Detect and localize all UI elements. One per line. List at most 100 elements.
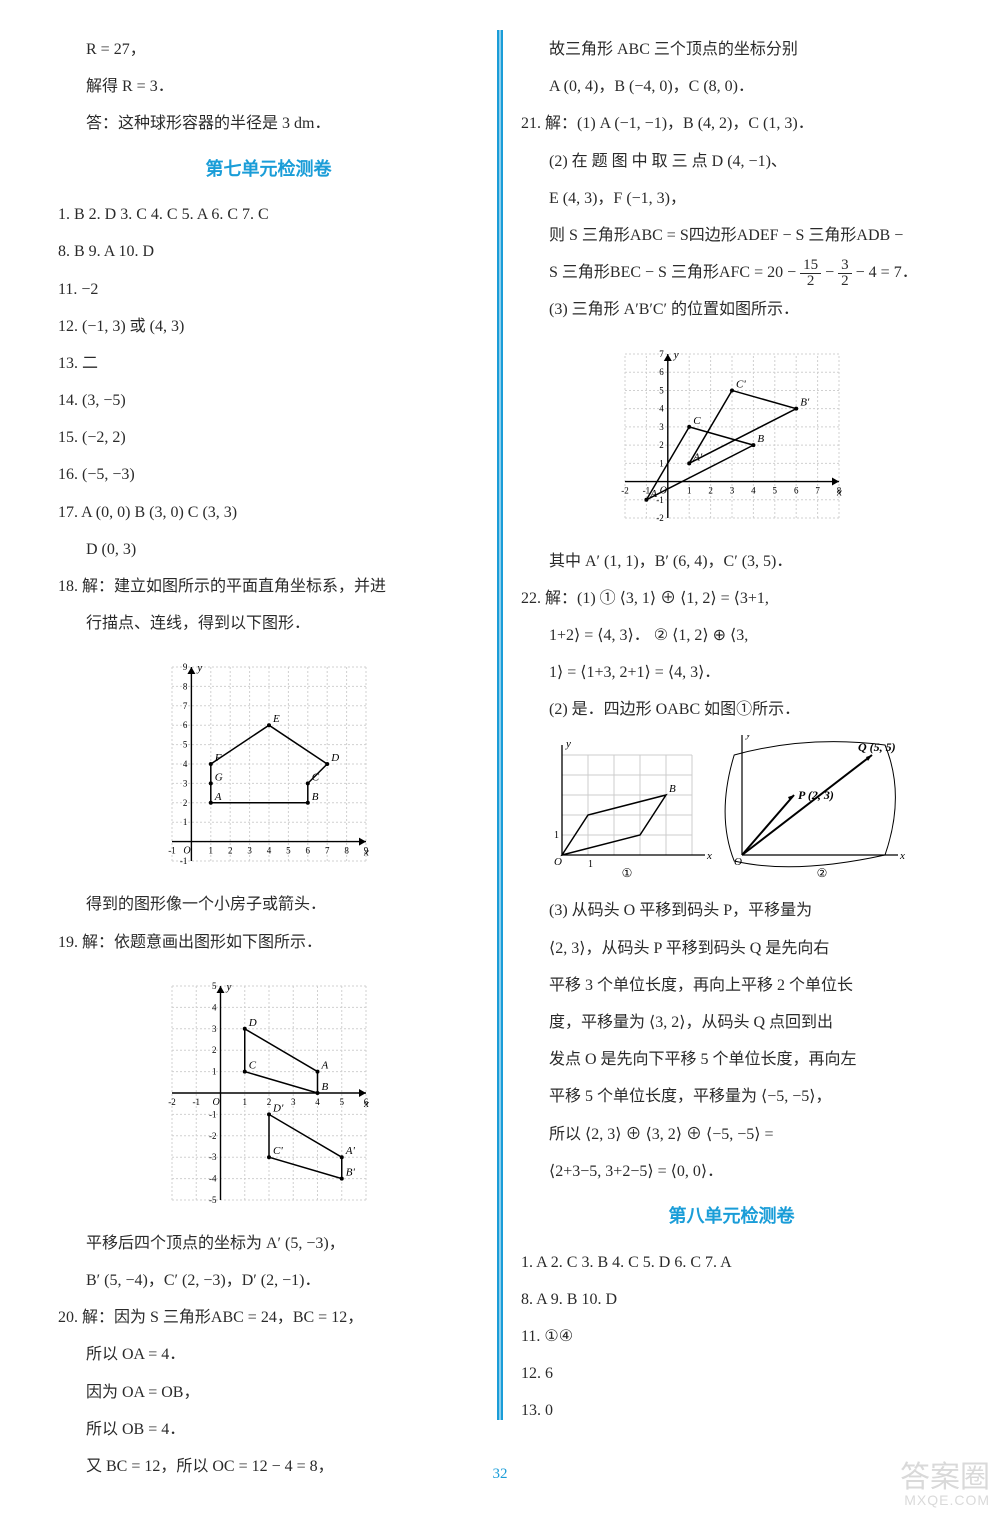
svg-text:2: 2: [182, 798, 187, 808]
q21c: E (4, 3)，F (−1, 3)，: [521, 181, 942, 216]
svg-text:5: 5: [182, 740, 187, 750]
q21d-pre: 则 S 三角形ABC = S四边形ADEF − S 三角形ADB −: [521, 218, 942, 253]
svg-text:1: 1: [686, 485, 691, 495]
svg-text:B: B: [321, 1081, 328, 1093]
q22e: (3) 从码头 O 平移到码头 P，平移量为: [521, 893, 942, 928]
svg-text:①: ①: [621, 866, 632, 880]
q14: 14. (3, −5): [58, 383, 479, 418]
q8-13: 13. 0: [521, 1393, 942, 1428]
svg-text:C': C': [736, 378, 746, 390]
svg-text:8: 8: [344, 846, 349, 856]
q21f: 其中 A′ (1, 1)，B′ (6, 4)，C′ (3, 5)．: [521, 544, 942, 579]
svg-text:3: 3: [182, 779, 187, 789]
q22i: 发点 O 是先向下平移 5 个单位长度，再向左: [521, 1042, 942, 1077]
svg-text:2: 2: [227, 846, 232, 856]
svg-text:A: A: [649, 487, 657, 499]
svg-text:6: 6: [305, 846, 310, 856]
q19b: 平移后四个顶点的坐标为 A′ (5, −3)，: [58, 1226, 479, 1261]
answer-row: 1. A 2. C 3. B 4. C 5. D 6. C 7. A: [521, 1245, 942, 1280]
q22j: 平移 5 个单位长度，平移量为 ⟨−5, −5⟩，: [521, 1079, 942, 1114]
svg-text:x: x: [363, 1098, 369, 1110]
q20c: 因为 OA = OB，: [58, 1375, 479, 1410]
svg-text:1: 1: [554, 830, 559, 841]
fraction: 152: [800, 258, 821, 289]
svg-text:-1: -1: [192, 1097, 200, 1107]
svg-text:x: x: [836, 486, 842, 498]
page-number: 32: [0, 1458, 1000, 1491]
svg-text:2: 2: [708, 485, 713, 495]
svg-text:F: F: [213, 752, 221, 764]
svg-text:2: 2: [212, 1045, 217, 1055]
q13: 13. 二: [58, 346, 479, 381]
svg-text:8: 8: [182, 682, 187, 692]
svg-text:B: B: [311, 791, 318, 803]
svg-text:C: C: [311, 772, 319, 784]
svg-text:2: 2: [659, 440, 664, 450]
svg-text:5: 5: [286, 846, 291, 856]
left-column: R = 27， 解得 R = 3． 答：这种球形容器的半径是 3 dm． 第七单…: [40, 30, 497, 1420]
svg-text:-2: -2: [209, 1131, 217, 1141]
q22: 22. 解：(1) ① ⟨3, 1⟩ ⊕ ⟨1, 2⟩ = ⟨3+1,: [521, 581, 942, 616]
svg-text:x: x: [363, 847, 369, 859]
svg-text:D': D': [272, 1102, 284, 1114]
svg-text:-2: -2: [168, 1097, 176, 1107]
post: − 4 = 7．: [856, 264, 918, 281]
q22k: 所以 ⟨2, 3⟩ ⊕ ⟨3, 2⟩ ⊕ ⟨−5, −5⟩ =: [521, 1117, 942, 1152]
svg-text:1: 1: [182, 818, 187, 828]
q22g: 平移 3 个单位长度，再向上平移 2 个单位长: [521, 968, 942, 1003]
figure-18: -1123456789-1123456789OxyABCDEFG: [154, 649, 384, 879]
text: 故三角形 ABC 三个顶点的坐标分别: [521, 32, 942, 67]
q16: 16. (−5, −3): [58, 457, 479, 492]
svg-text:4: 4: [266, 846, 271, 856]
q17b: D (0, 3): [58, 532, 479, 567]
q8-11: 11. ①④: [521, 1319, 942, 1354]
svg-text:x: x: [706, 850, 712, 862]
q18c: 得到的图形像一个小房子或箭头．: [58, 887, 479, 922]
svg-text:②: ②: [816, 866, 827, 880]
svg-text:7: 7: [182, 701, 187, 711]
svg-text:-1: -1: [209, 1109, 217, 1119]
q18: 18. 解：建立如图所示的平面直角坐标系，并进: [58, 569, 479, 604]
svg-text:A: A: [213, 791, 221, 803]
mid: −: [825, 264, 838, 281]
q22f: ⟨2, 3⟩，从码头 P 平移到码头 Q 是先向右: [521, 931, 942, 966]
svg-text:6: 6: [182, 721, 187, 731]
svg-text:1: 1: [659, 458, 664, 468]
q22d: (2) 是．四边形 OABC 如图①所示．: [521, 692, 942, 727]
svg-text:9: 9: [182, 662, 187, 672]
svg-text:3: 3: [247, 846, 252, 856]
text: 解得 R = 3．: [58, 69, 479, 104]
svg-text:1: 1: [588, 859, 593, 870]
text: 答：这种球形容器的半径是 3 dm．: [58, 106, 479, 141]
svg-text:A': A': [344, 1145, 355, 1157]
svg-text:4: 4: [182, 759, 187, 769]
svg-text:D: D: [247, 1017, 256, 1029]
q17: 17. A (0, 0) B (3, 0) C (3, 3): [58, 495, 479, 530]
svg-text:4: 4: [659, 403, 664, 413]
fraction: 32: [838, 258, 852, 289]
figure-22: OB11xy①OP (2, 3)Q (5, 5)xy②: [542, 735, 922, 885]
svg-text:-1: -1: [179, 856, 187, 866]
q21e: (3) 三角形 A′B′C′ 的位置如图所示．: [521, 292, 942, 327]
svg-text:-1: -1: [168, 846, 176, 856]
q20d: 所以 OB = 4．: [58, 1412, 479, 1447]
svg-text:7: 7: [659, 349, 664, 359]
watermark: 答案圈 MXQE.COM: [900, 1463, 990, 1507]
svg-text:C: C: [248, 1059, 256, 1071]
svg-text:-4: -4: [209, 1173, 217, 1183]
section-title-8: 第八单元检测卷: [521, 1197, 942, 1237]
svg-text:3: 3: [291, 1097, 296, 1107]
svg-text:-3: -3: [209, 1152, 217, 1162]
svg-text:-5: -5: [209, 1195, 217, 1205]
q8-12: 12. 6: [521, 1356, 942, 1391]
svg-text:E: E: [272, 714, 280, 726]
q20b: 所以 OA = 4．: [58, 1337, 479, 1372]
svg-text:y: y: [672, 349, 678, 361]
svg-text:-2: -2: [621, 485, 629, 495]
svg-text:6: 6: [793, 485, 798, 495]
svg-text:5: 5: [339, 1097, 344, 1107]
svg-text:B': B': [345, 1166, 355, 1178]
q22h: 度，平移量为 ⟨3, 2⟩，从码头 Q 点回到出: [521, 1005, 942, 1040]
svg-text:-2: -2: [656, 513, 664, 523]
figure-21: -2-112345678-2-11234567OxyABCA'B'C': [607, 336, 857, 536]
